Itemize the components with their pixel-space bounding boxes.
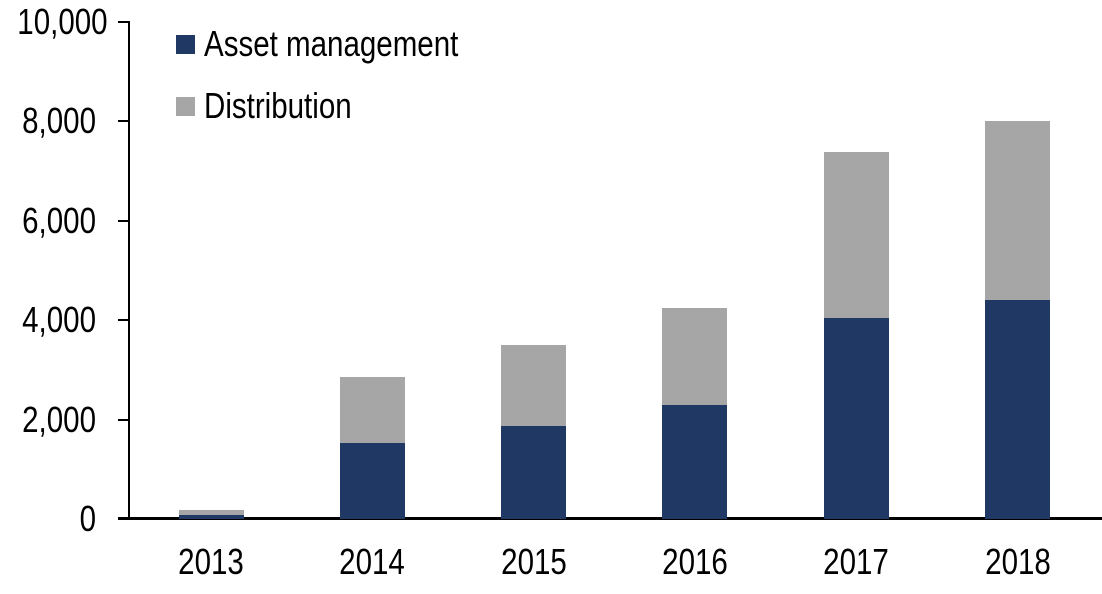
y-tick-label-0: 0 [79,498,96,539]
y-tick-label-8000: 8,000 [22,100,96,142]
legend-item-distribution: Distribution [176,88,384,124]
y-tick-label-6000: 6,000 [22,199,96,241]
bar-segment-asset-management-2016 [662,404,728,519]
y-tick-mark-2000 [118,418,129,421]
bar-segment-distribution-2013 [178,509,244,515]
y-tick-mark-10000 [118,21,129,23]
x-tick-label-2016: 2016 [662,541,728,582]
bar-segment-asset-management-2014 [339,442,405,519]
y-tick-label-2000: 2,000 [22,398,96,440]
bar-segment-distribution-2014 [339,376,405,443]
y-tick-mark-8000 [118,120,129,123]
x-tick-label-2018: 2018 [984,541,1051,582]
bar-segment-distribution-2015 [501,345,567,426]
bar-segment-asset-management-2018 [985,299,1050,519]
y-tick-label-4000: 4,000 [22,299,96,341]
x-axis-line [118,517,1102,520]
y-tick-label-10000: 10,000 [17,1,108,42]
legend-swatch-asset-management-icon [176,34,195,54]
bar-segment-asset-management-2013 [178,515,244,519]
bar-segment-asset-management-2015 [501,425,567,519]
x-tick-label-2015: 2015 [500,541,567,582]
y-tick-mark-6000 [118,219,129,222]
bar-segment-distribution-2017 [823,152,889,319]
y-tick-mark-0 [118,518,129,520]
bar-segment-asset-management-2017 [823,318,889,519]
bar-segment-distribution-2016 [662,307,728,405]
legend-label-distribution: Distribution [204,85,352,126]
x-tick-label-2014: 2014 [339,541,406,582]
x-tick-label-2017: 2017 [823,541,890,582]
legend-label-asset-management: Asset management [204,23,459,64]
bar-segment-distribution-2018 [985,121,1050,300]
x-tick-label-2013: 2013 [178,541,244,582]
legend-item-asset-management: Asset management [176,26,514,62]
y-axis-line [128,21,130,520]
legend-swatch-distribution-icon [176,96,195,116]
y-tick-mark-4000 [118,319,129,322]
